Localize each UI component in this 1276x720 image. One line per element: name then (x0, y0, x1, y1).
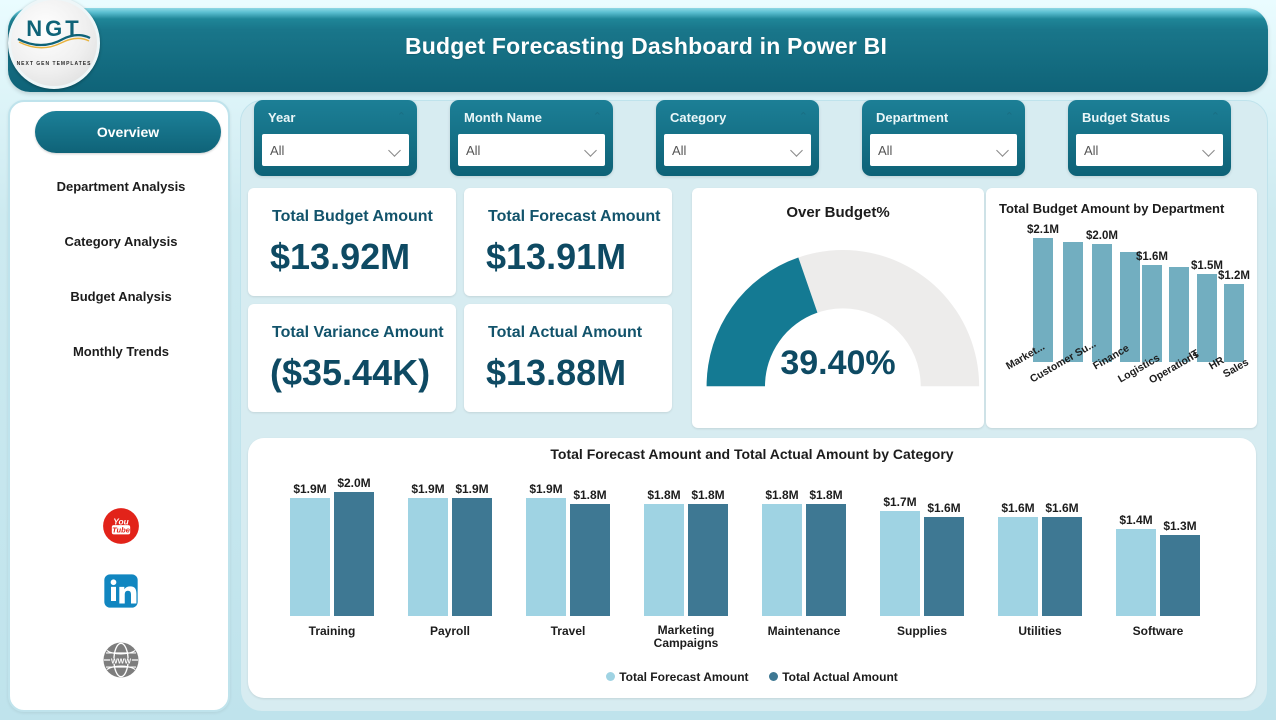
svg-text:Tube: Tube (112, 525, 130, 534)
svg-text:WWW: WWW (111, 657, 131, 665)
